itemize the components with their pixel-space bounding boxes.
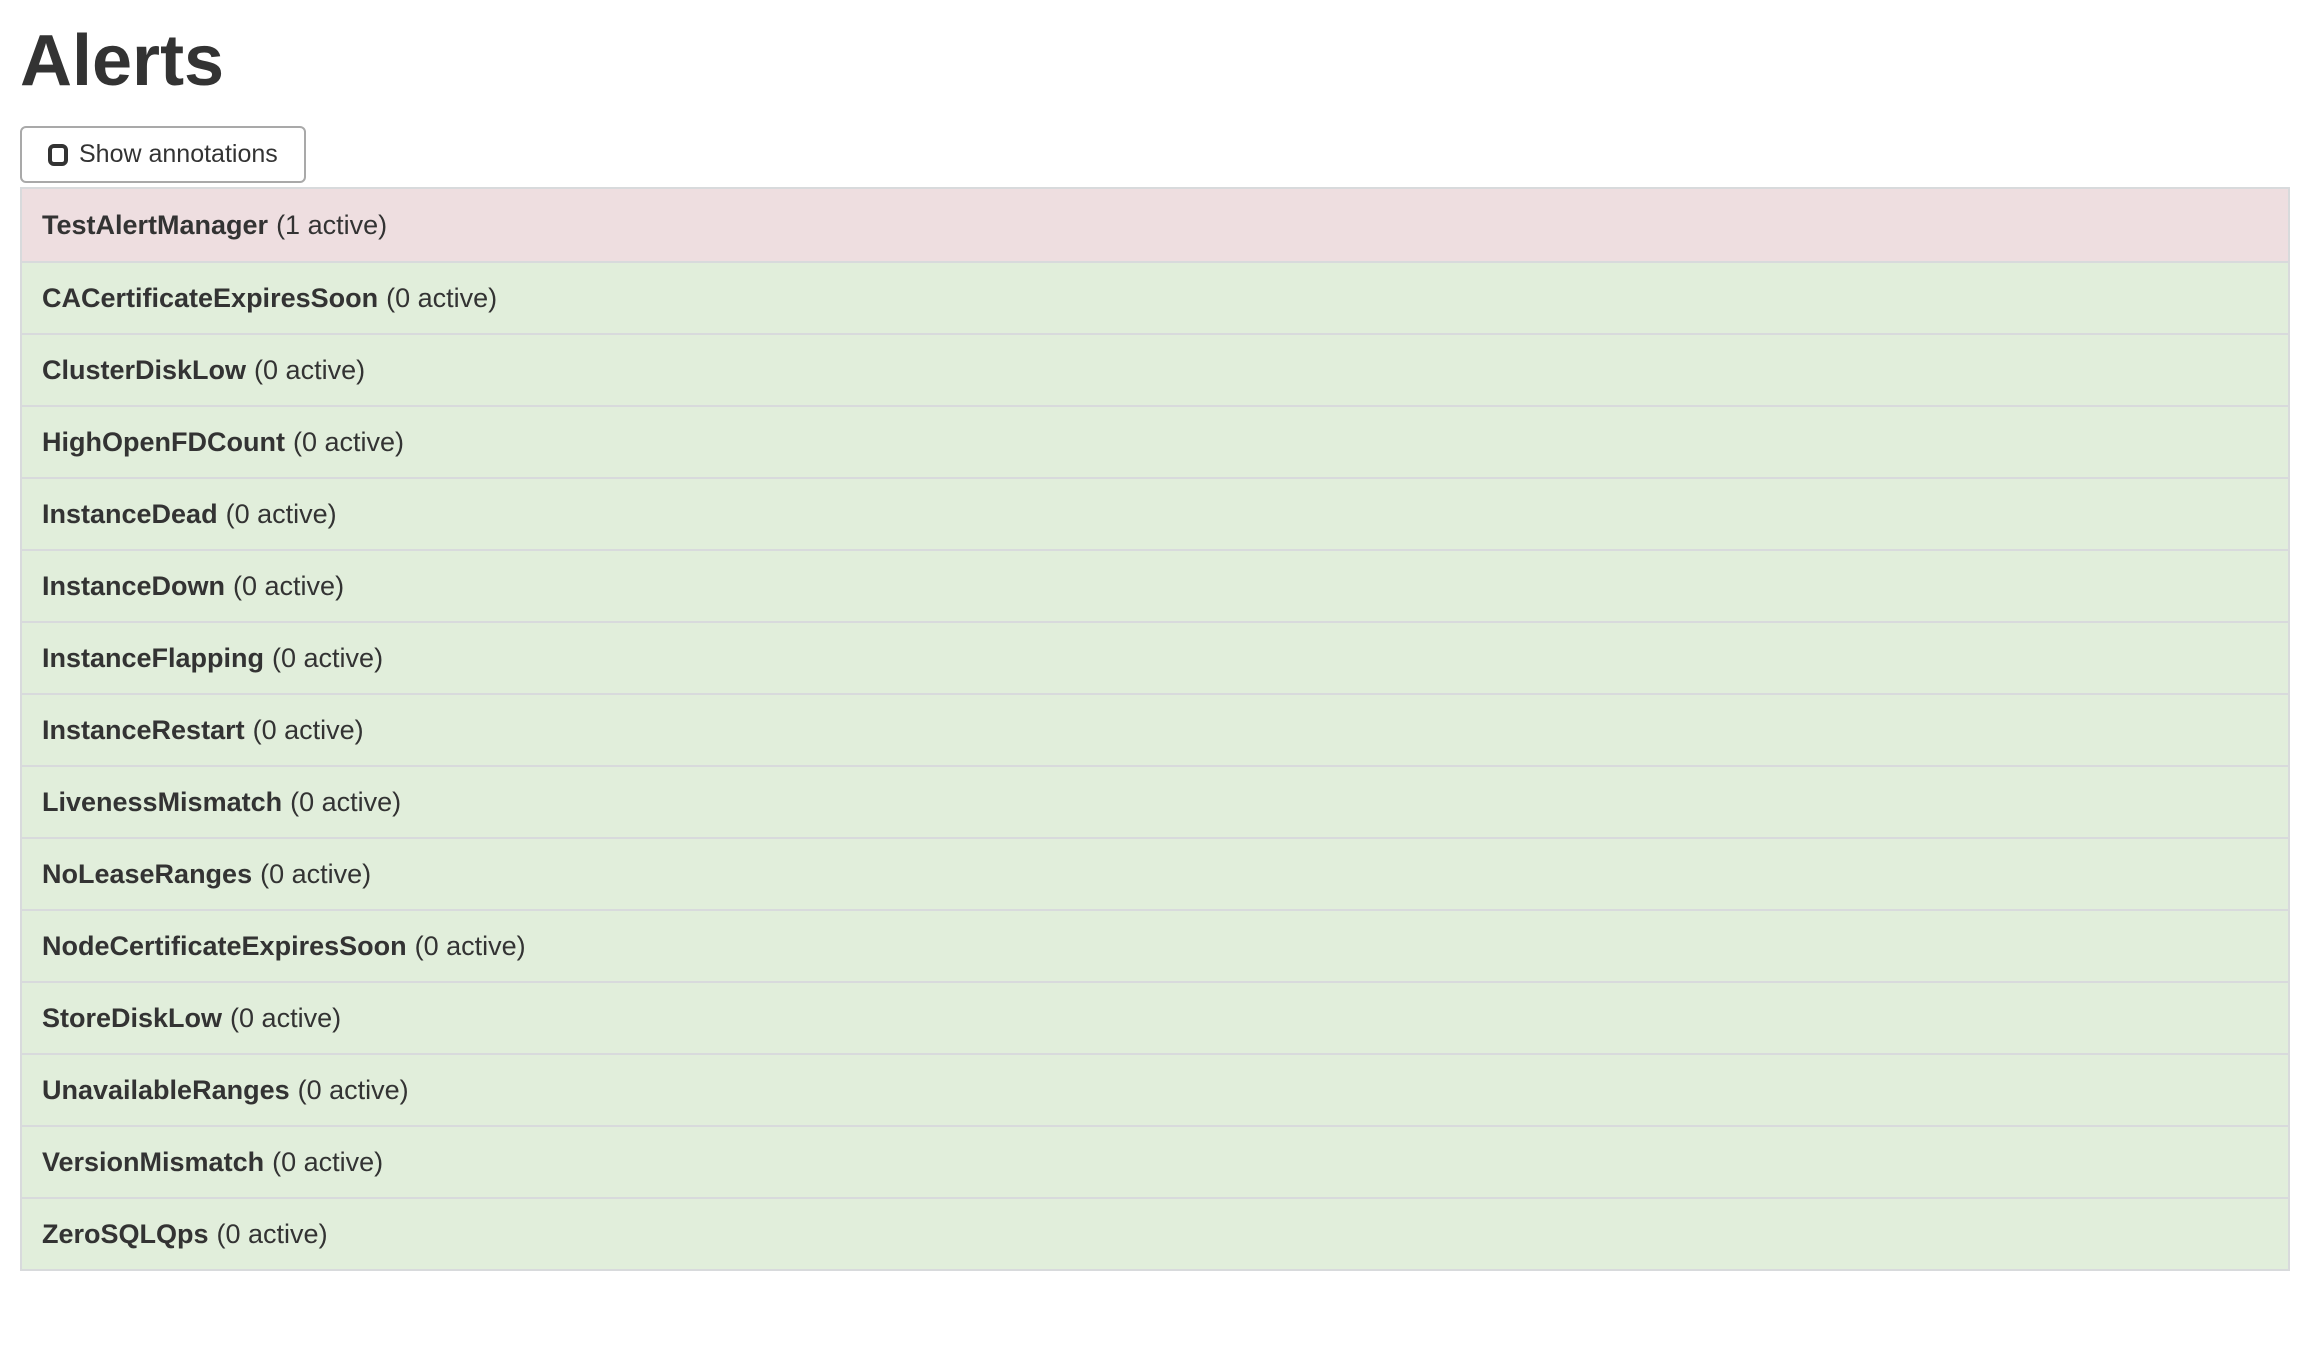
alert-row[interactable]: StoreDiskLow (0 active) [22, 981, 2288, 1054]
alert-name: CACertificateExpiresSoon [42, 282, 379, 313]
alert-active-count: (0 active) [272, 1146, 384, 1177]
alert-name: StoreDiskLow [42, 1002, 223, 1033]
alert-row[interactable]: ZeroSQLQps (0 active) [22, 1197, 2288, 1270]
alert-row[interactable]: ClusterDiskLow (0 active) [22, 333, 2288, 406]
alert-row[interactable]: UnavailableRanges (0 active) [22, 1053, 2288, 1126]
alert-active-count: (0 active) [233, 570, 345, 601]
alert-name: InstanceDown [42, 570, 226, 601]
alert-row[interactable]: LivenessMismatch (0 active) [22, 765, 2288, 838]
alert-active-count: (0 active) [290, 786, 402, 817]
alert-row[interactable]: InstanceDown (0 active) [22, 549, 2288, 622]
alert-name: VersionMismatch [42, 1146, 265, 1177]
alert-name: LivenessMismatch [42, 786, 283, 817]
alert-active-count: (0 active) [386, 282, 498, 313]
alert-name: ZeroSQLQps [42, 1218, 209, 1249]
alert-active-count: (0 active) [254, 354, 366, 385]
page-title: Alerts [20, 21, 225, 101]
alert-active-count: (0 active) [297, 1074, 409, 1105]
alert-name: TestAlertManager [42, 209, 269, 240]
alert-active-count: (0 active) [252, 714, 364, 745]
alert-name: NodeCertificateExpiresSoon [42, 930, 407, 961]
alert-name: InstanceRestart [42, 714, 245, 745]
alert-active-count: (0 active) [230, 1002, 342, 1033]
alert-row[interactable]: TestAlertManager (1 active) [22, 189, 2288, 262]
alert-active-count: (0 active) [272, 642, 384, 673]
alert-active-count: (1 active) [276, 209, 388, 240]
alert-name: InstanceFlapping [42, 642, 265, 673]
checkbox-unchecked-icon [48, 143, 68, 166]
alert-name: InstanceDead [42, 498, 218, 529]
alert-row[interactable]: HighOpenFDCount (0 active) [22, 405, 2288, 478]
alert-row[interactable]: InstanceDead (0 active) [22, 477, 2288, 550]
show-annotations-button[interactable]: Show annotations [20, 126, 306, 184]
alert-active-count: (0 active) [260, 858, 372, 889]
alert-active-count: (0 active) [292, 426, 404, 457]
show-annotations-label: Show annotations [79, 140, 278, 169]
alert-row[interactable]: InstanceRestart (0 active) [22, 693, 2288, 766]
alerts-list: TestAlertManager (1 active) CACertificat… [20, 187, 2290, 1272]
alert-row[interactable]: VersionMismatch (0 active) [22, 1125, 2288, 1198]
alert-row[interactable]: CACertificateExpiresSoon (0 active) [22, 261, 2288, 334]
alert-name: ClusterDiskLow [42, 354, 247, 385]
alert-row[interactable]: InstanceFlapping (0 active) [22, 621, 2288, 694]
alert-row[interactable]: NodeCertificateExpiresSoon (0 active) [22, 909, 2288, 982]
alert-row[interactable]: NoLeaseRanges (0 active) [22, 837, 2288, 910]
alert-name: HighOpenFDCount [42, 426, 285, 457]
alert-active-count: (0 active) [216, 1218, 328, 1249]
alert-active-count: (0 active) [414, 930, 526, 961]
alert-name: UnavailableRanges [42, 1074, 290, 1105]
alert-name: NoLeaseRanges [42, 858, 253, 889]
alert-active-count: (0 active) [225, 498, 337, 529]
